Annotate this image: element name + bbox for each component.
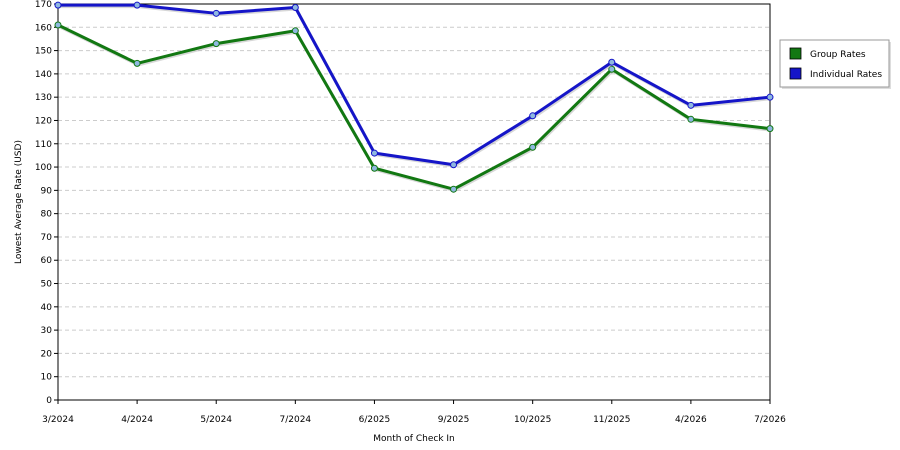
series-line (58, 3, 771, 167)
data-point (450, 161, 458, 169)
data-point (766, 93, 774, 101)
series-individual-rates (54, 1, 774, 169)
y-tick-label: 0 (46, 396, 52, 406)
data-point (450, 185, 458, 193)
data-point (370, 164, 378, 172)
series-line (57, 23, 771, 191)
y-tick-label: 160 (35, 23, 52, 33)
y-tick-label: 110 (35, 140, 52, 150)
legend-label: Individual Rates (810, 70, 882, 80)
legend-label: Group Rates (810, 50, 866, 60)
series-line-shadow (58, 25, 772, 193)
legend-swatch (789, 47, 802, 60)
y-tick-label: 80 (41, 210, 53, 220)
data-point (687, 115, 695, 123)
plot-area-frame (57, 3, 771, 401)
data-point (608, 58, 616, 66)
y-tick-label: 130 (35, 93, 52, 103)
data-point (766, 125, 774, 133)
x-tick-label: 10/2025 (514, 415, 551, 425)
data-point (133, 1, 141, 9)
legend: Group Rates Individual Rates (779, 39, 891, 89)
data-point (529, 112, 537, 120)
y-tick-label: 70 (41, 233, 53, 243)
y-tick-label: 140 (35, 70, 52, 80)
x-tick-label: 11/2025 (593, 415, 630, 425)
series-group-rates (54, 21, 774, 193)
data-point (370, 149, 378, 157)
x-tick-label: 7/2026 (754, 415, 786, 425)
x-tick-label: 4/2026 (675, 415, 707, 425)
y-tick-label: 60 (41, 256, 53, 266)
y-tick-label: 10 (41, 373, 53, 383)
grid-lines (58, 26, 770, 378)
series-line-shadow (59, 5, 772, 168)
x-tick-label: 5/2024 (200, 415, 232, 425)
x-tick-label: 6/2025 (359, 415, 391, 425)
x-tick-label: 7/2024 (279, 415, 311, 425)
data-point (212, 9, 220, 17)
y-tick-label: 50 (41, 280, 53, 290)
x-tick-label: 3/2024 (42, 415, 74, 425)
y-tick-label: 170 (35, 0, 52, 10)
y-tick-label: 120 (35, 116, 52, 126)
data-point (291, 27, 299, 35)
x-tick-label: 4/2024 (121, 415, 153, 425)
data-point (212, 40, 220, 48)
x-axis: 3/2024 4/2024 5/2024 7/2024 6/2025 9/2025 10/2… (42, 400, 786, 425)
y-tick-label: 100 (35, 163, 52, 173)
data-point (133, 59, 141, 67)
data-point (54, 1, 62, 9)
series-lines (54, 1, 774, 193)
y-tick-label: 90 (41, 186, 53, 196)
y-tick-label: 20 (41, 349, 53, 359)
data-point (687, 101, 695, 109)
data-point (291, 3, 299, 11)
data-point (54, 21, 62, 29)
x-axis-title: Month of Check In (373, 434, 455, 444)
y-axis: 0 10 20 30 40 50 60 70 80 90 100 110 120 130 140 150 160… (35, 0, 58, 406)
x-tick-label: 9/2025 (438, 415, 470, 425)
y-axis-title: Lowest Average Rate (USD) (14, 140, 24, 264)
legend-swatch (789, 67, 802, 80)
y-tick-label: 30 (41, 326, 53, 336)
y-tick-label: 40 (41, 303, 53, 313)
y-tick-label: 150 (35, 47, 52, 57)
data-point (529, 143, 537, 151)
